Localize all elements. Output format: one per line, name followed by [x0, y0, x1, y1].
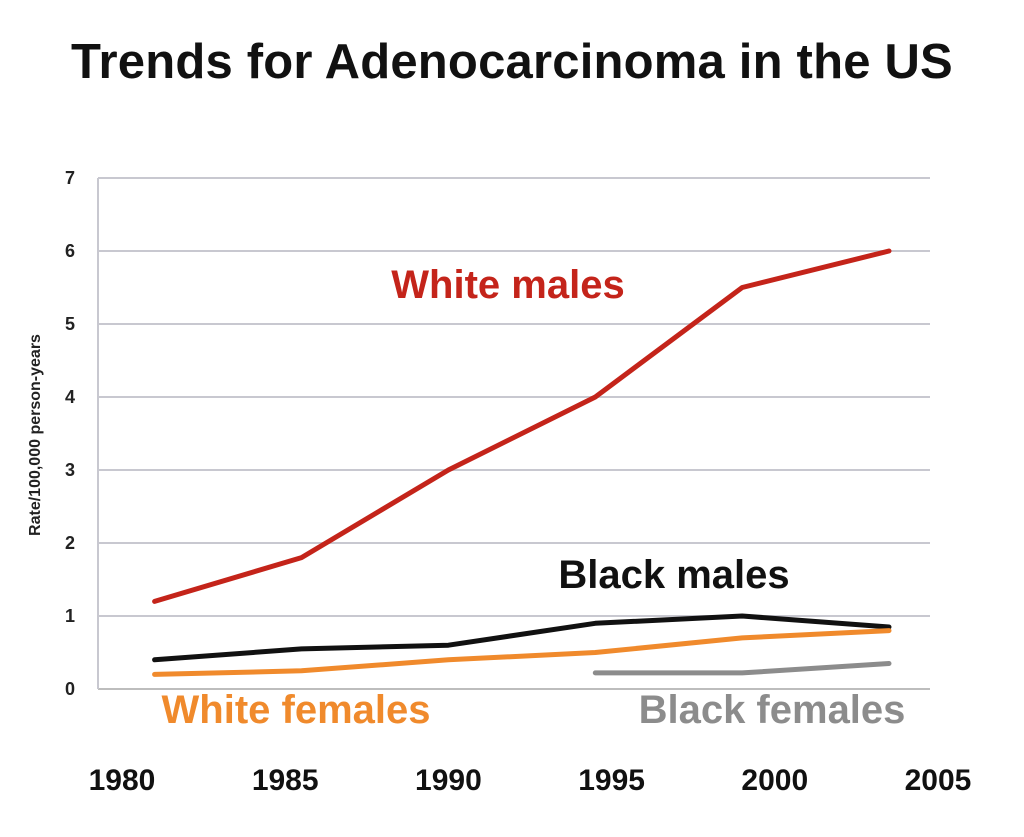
x-tick-label: 1980: [89, 764, 156, 797]
series-label: Black females: [639, 688, 906, 732]
y-tick-label: 7: [65, 168, 75, 188]
series-labels: White males Black males White females Black…: [162, 263, 906, 732]
y-tick-label: 0: [65, 679, 75, 699]
series-line: [152, 613, 892, 663]
series-label: Black males: [558, 553, 789, 597]
y-tick-label: 4: [65, 387, 75, 407]
chart-title: Trends for Adenocarcinoma in the US: [71, 35, 953, 89]
x-tick-label: 1985: [252, 764, 319, 797]
gridlines: [97, 177, 930, 690]
series-line: [152, 248, 892, 604]
x-tick-label: 2005: [905, 764, 972, 797]
y-tick-label: 6: [65, 241, 75, 261]
y-tick-label: 5: [65, 314, 75, 334]
x-tick-label: 2000: [741, 764, 808, 797]
series-label: White males: [391, 263, 624, 307]
y-tick-label: 3: [65, 460, 75, 480]
series-line: [152, 628, 892, 677]
series-line: [592, 661, 892, 676]
y-tick-label: 1: [65, 606, 75, 626]
series-label: White females: [162, 688, 431, 732]
y-axis-label: Rate/100,000 person-years: [27, 334, 44, 536]
series-lines: [152, 248, 892, 677]
y-axis-ticks: 0 1 2 3 4 5 6 7: [65, 168, 75, 699]
x-axis-ticks: 1980 1985 1990 1995 2000 2005: [89, 764, 972, 797]
x-tick-label: 1995: [578, 764, 645, 797]
x-tick-label: 1990: [415, 764, 482, 797]
y-tick-label: 2: [65, 533, 75, 553]
